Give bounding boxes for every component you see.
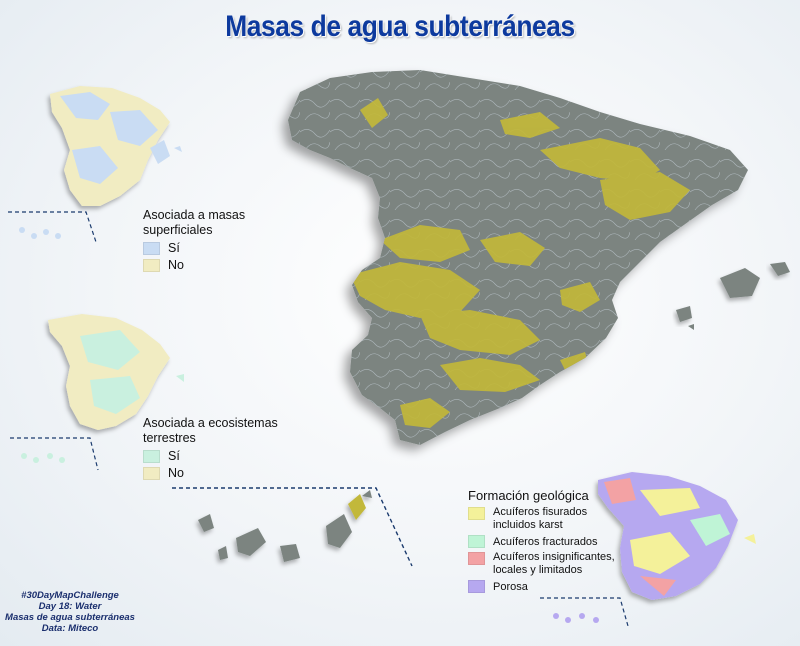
credits: #30DayMapChallenge Day 18: Water Masas d… [0, 590, 140, 634]
legend-superficiales-title-2: superficiales [143, 223, 213, 237]
legend-item-no: No [143, 258, 245, 272]
swatch-no [143, 258, 160, 272]
main-spain-map [288, 70, 790, 445]
legend-item-label: Acuíferos fisurados [493, 506, 588, 518]
legend-ecosistemas: Asociada a ecosistemas terrestres Sí No [143, 416, 278, 480]
credits-line: Data: Miteco [41, 623, 99, 634]
legend-item-label: Sí [168, 449, 180, 463]
small-map-ecosistemas [10, 314, 184, 471]
legend-item-fracturados: Acuíferos fracturados [468, 535, 615, 548]
legend-item-label: Porosa [493, 580, 528, 593]
legend-item-label: Acuíferos insignificantes, [493, 551, 615, 563]
legend-geologica: Formación geológica Acuíferos fisurados i… [468, 488, 615, 593]
legend-ecosistemas-title: Asociada a ecosistemas [143, 416, 278, 430]
legend-item-porosa: Porosa [468, 580, 615, 593]
legend-item-label-2: incluidos karst [493, 519, 563, 531]
swatch-si [143, 241, 160, 255]
legend-item-fisurados: Acuíferos fisurados incluidos karst [468, 506, 615, 532]
swatch-fisurados [468, 507, 485, 520]
aquifer-patches [350, 98, 690, 428]
swatch-porosa [468, 580, 485, 593]
swatch-insignificantes [468, 552, 485, 565]
legend-item-label: No [168, 466, 184, 480]
legend-ecosistemas-title-2: terrestres [143, 431, 196, 445]
legend-item-label-2: locales y limitados [493, 564, 583, 576]
swatch-no [143, 466, 160, 480]
swatch-si [143, 449, 160, 463]
small-map-geologica [540, 472, 756, 627]
canary-islands-main [198, 490, 372, 562]
small-map-superficiales [8, 86, 182, 243]
credits-line: #30DayMapChallenge [21, 590, 119, 601]
legend-item-insignificantes: Acuíferos insignificantes, locales y limi… [468, 551, 615, 577]
credits-line: Masas de agua subterráneas [5, 612, 135, 623]
legend-item-label: Sí [168, 241, 180, 255]
map-title: Masas de agua subterráneas [225, 10, 575, 43]
legend-superficiales-title: Asociada a masas [143, 208, 246, 222]
legend-item-si: Sí [143, 241, 245, 255]
legend-item-no: No [143, 466, 278, 480]
legend-item-si: Sí [143, 449, 278, 463]
canary-inset-frame [172, 487, 413, 567]
credits-line: Day 18: Water [38, 601, 102, 612]
legend-geologica-title: Formación geológica [468, 488, 589, 503]
legend-item-label: No [168, 258, 184, 272]
legend-superficiales: Asociada a masas superficiales Sí No [143, 208, 245, 272]
swatch-fracturados [468, 535, 485, 548]
legend-item-label: Acuíferos fracturados [493, 535, 598, 548]
